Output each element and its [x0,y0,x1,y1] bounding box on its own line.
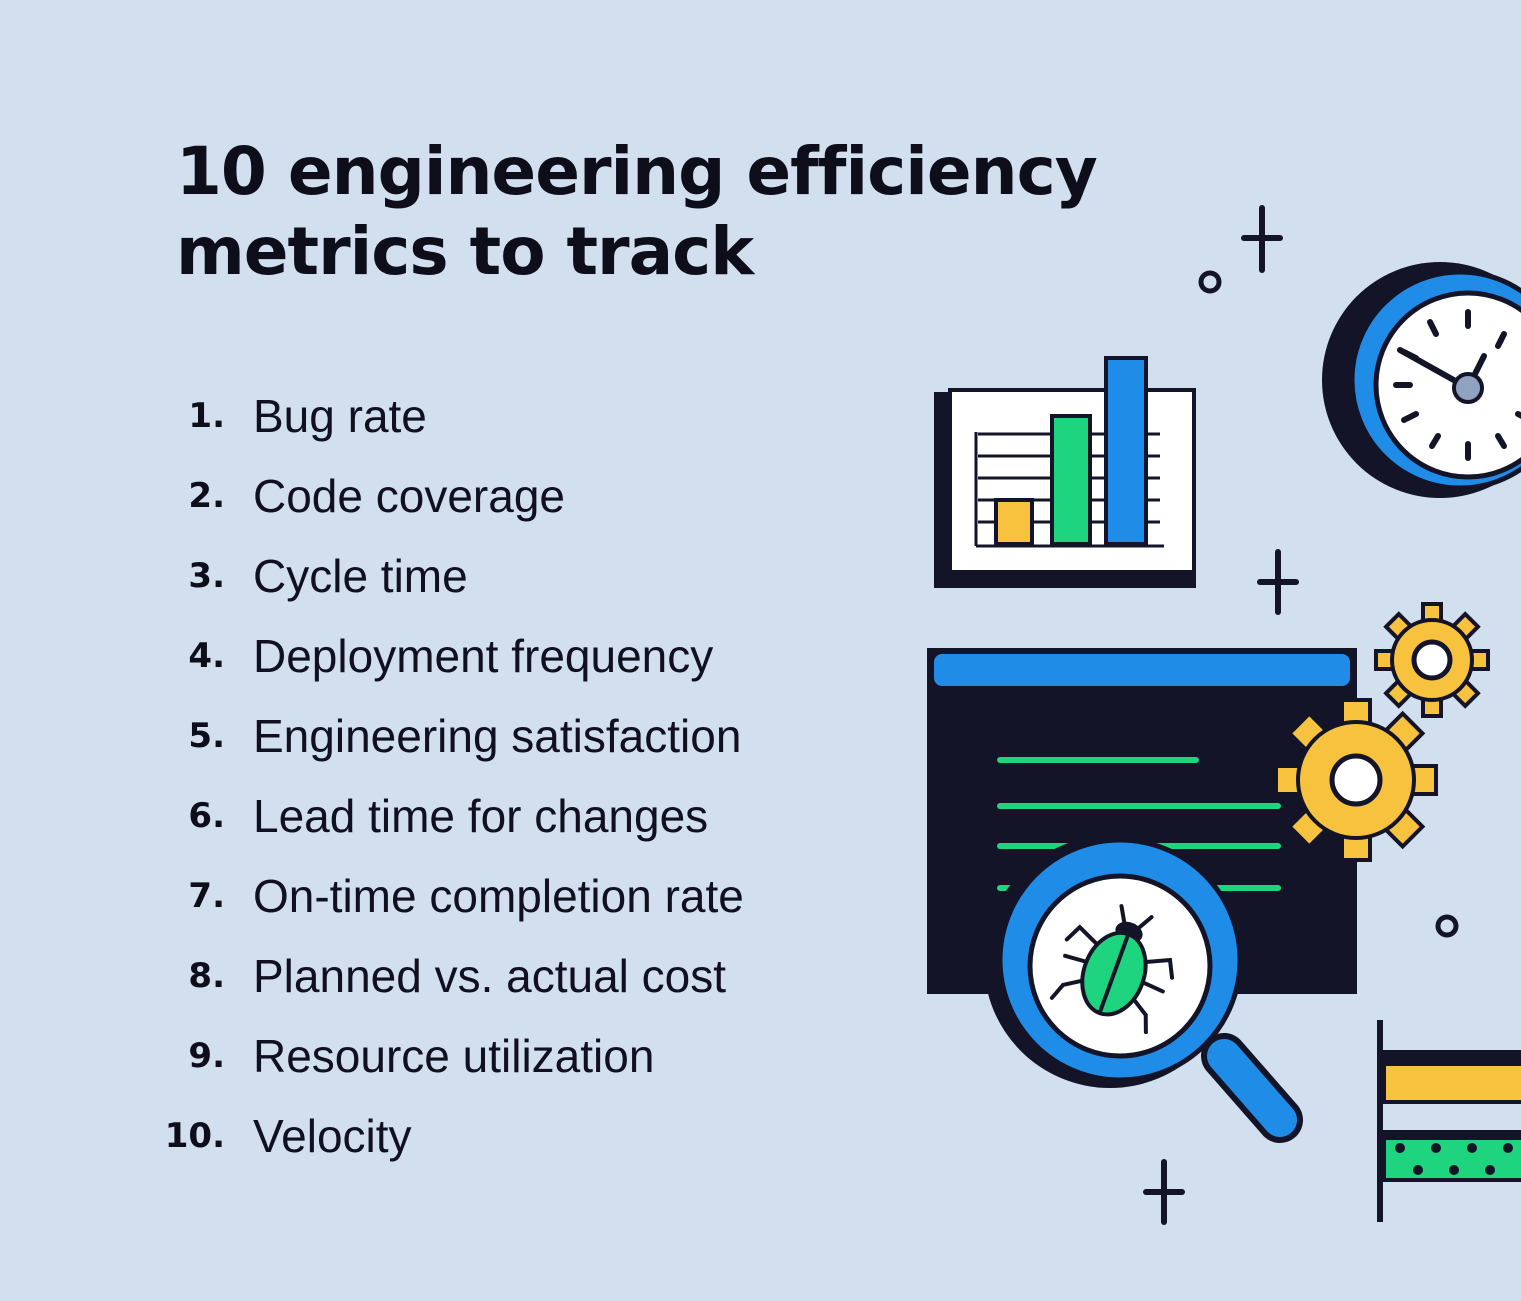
list-number: 4. [188,636,225,676]
list-number: 3. [188,556,225,596]
list-item: 4. Deployment frequency [150,616,744,696]
list-item: 9. Resource utilization [150,1016,744,1096]
list-item: 6. Lead time for changes [150,776,744,856]
list-number: 9. [188,1036,225,1076]
clock-icon [1322,262,1521,498]
title-line-1: 10 engineering efficiency [176,133,1098,210]
list-item: 7. On-time completion rate [150,856,744,936]
illustration [927,205,1521,1225]
list-number: 7. [188,876,225,916]
list-label: Lead time for changes [253,790,709,842]
list-item: 8. Planned vs. actual cost [150,936,744,1016]
metrics-list: 1. Bug rate 2. Code coverage 3. Cycle time … [150,376,744,1176]
title-line-2: metrics to track [176,213,754,290]
sparkle-icon [1143,205,1459,1225]
list-number: 2. [188,476,225,516]
list-item: 10. Velocity [150,1096,744,1176]
list-number: 1. [188,396,225,436]
list-label: Velocity [253,1110,412,1162]
bar-chart-icon [934,356,1196,588]
list-label: Cycle time [253,550,468,602]
list-label: Planned vs. actual cost [253,950,727,1002]
list-item: 3. Cycle time [150,536,744,616]
gear-icon [1374,602,1490,718]
stacked-bars-icon [1377,1020,1521,1222]
list-number: 6. [188,796,225,836]
page-title: 10 engineering efficiency metrics to tra… [176,132,1156,292]
list-label: Deployment frequency [253,630,714,682]
list-label: Bug rate [253,390,427,442]
list-number: 8. [188,956,225,996]
list-label: Engineering satisfaction [253,710,742,762]
list-number: 10. [164,1116,225,1156]
list-item: 2. Code coverage [150,456,744,536]
list-label: Resource utilization [253,1030,655,1082]
gear-icon [1274,698,1438,862]
list-label: On-time completion rate [253,870,744,922]
list-item: 5. Engineering satisfaction [150,696,744,776]
list-item: 1. Bug rate [150,376,744,456]
list-label: Code coverage [253,470,565,522]
bug-icon [1049,904,1175,1035]
list-number: 5. [188,716,225,756]
